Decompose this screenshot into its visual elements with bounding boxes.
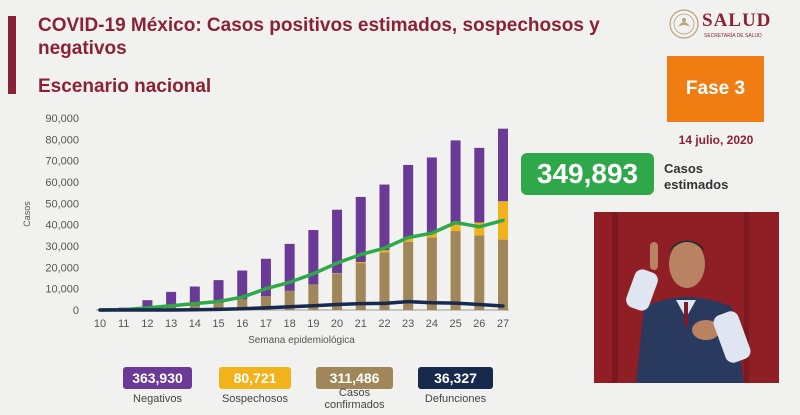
bar-segment [237,270,248,300]
eagle-emblem-icon [669,9,699,39]
summary-label: Casos confirmados [324,387,385,411]
bar-segment [355,263,366,310]
bar-segment [355,262,366,264]
summary-value: 80,721 [219,367,291,389]
bar-segment [403,164,414,239]
bar-segment [403,241,414,310]
x-tick-label: 19 [307,318,319,330]
bar-segment [426,237,437,310]
phase-badge: Fase 3 [667,56,764,122]
bar-segment [260,296,271,310]
x-tick-label: 26 [473,318,485,330]
bar-segment [474,222,485,236]
y-tick-label: 40,000 [45,220,79,232]
x-tick-label: 11 [118,318,129,330]
x-tick-label: 22 [378,318,390,330]
bar-segment [450,231,461,310]
bar-segment [474,235,485,310]
bar-segment [498,128,508,202]
y-tick-label: 50,000 [45,198,79,210]
bar-segment [166,291,177,308]
bar-segment [142,300,153,309]
y-tick-label: 10,000 [45,284,79,296]
x-tick-label: 14 [189,318,201,330]
summary-label: Sospechosos [221,393,289,405]
bar-segment [189,286,200,306]
y-tick-label: 90,000 [45,113,79,125]
x-tick-label: 18 [284,318,296,330]
bar-segment [332,209,343,274]
bar-segment [260,258,271,297]
x-tick-label: 13 [165,318,177,330]
bar-segment [189,305,200,310]
logo-text: SALUD [702,10,772,31]
bar-segment [213,280,224,304]
bar-segment [237,299,248,310]
bar-segment [426,157,437,234]
x-tick-label: 10 [94,318,106,330]
y-tick-label: 20,000 [45,262,79,274]
bar-segment [284,290,295,310]
y-tick-label: 60,000 [45,177,79,189]
y-tick-label: 30,000 [45,241,79,253]
salud-logo: SALUD SECRETARÍA DE SALUD [668,8,778,40]
bar-segment [403,238,414,242]
estimated-cases-value: 349,893 [521,153,654,195]
y-tick-label: 80,000 [45,134,79,146]
x-tick-label: 25 [449,318,461,330]
x-tick-label: 12 [141,318,153,330]
bar-segment [332,273,343,310]
bar-segment [379,252,390,310]
interpreter-image [594,212,779,383]
page-title: COVID-19 México: Casos positivos estimad… [38,15,600,59]
bar-segment [379,184,390,251]
y-tick-label: 0 [73,305,79,317]
page-subtitle: Escenario nacional [38,76,212,97]
report-date: 14 julio, 2020 [678,133,754,147]
summary-value: 363,930 [123,367,192,389]
y-tick-label: 70,000 [45,156,79,168]
summary-value: 311,486 [316,367,393,389]
x-tick-label: 21 [355,318,367,330]
bar-segment [450,140,461,225]
series-line [98,299,505,312]
bar-segment [426,233,437,238]
bar-segment [450,224,461,232]
summary-value: 36,327 [418,367,493,389]
sign-language-interpreter-video [594,212,779,383]
x-axis-label: Semana epidemiológica [248,335,355,346]
summary-label: Negativos [133,393,182,405]
bar-segment [308,284,319,310]
bar-segment [498,239,508,310]
x-tick-label: 15 [212,318,224,330]
series-line [98,218,505,312]
bar-segment [213,303,224,310]
estimated-cases-label: Casos estimados [664,161,729,192]
x-tick-label: 20 [331,318,343,330]
x-tick-label: 17 [260,318,272,330]
logo-subtext: SECRETARÍA DE SALUD [704,33,762,39]
x-tick-label: 16 [236,318,248,330]
accent-bar [8,16,16,94]
bar-segment [474,147,485,223]
bar-segment [284,243,295,291]
bar-segment [308,230,319,285]
x-tick-label: 27 [497,318,509,330]
bar-segment [355,196,366,262]
bar-segment [379,250,390,253]
y-axis-label: Casos [22,201,32,227]
summary-label: Defunciones [424,393,487,405]
x-tick-label: 24 [426,318,438,330]
x-tick-label: 23 [402,318,414,330]
